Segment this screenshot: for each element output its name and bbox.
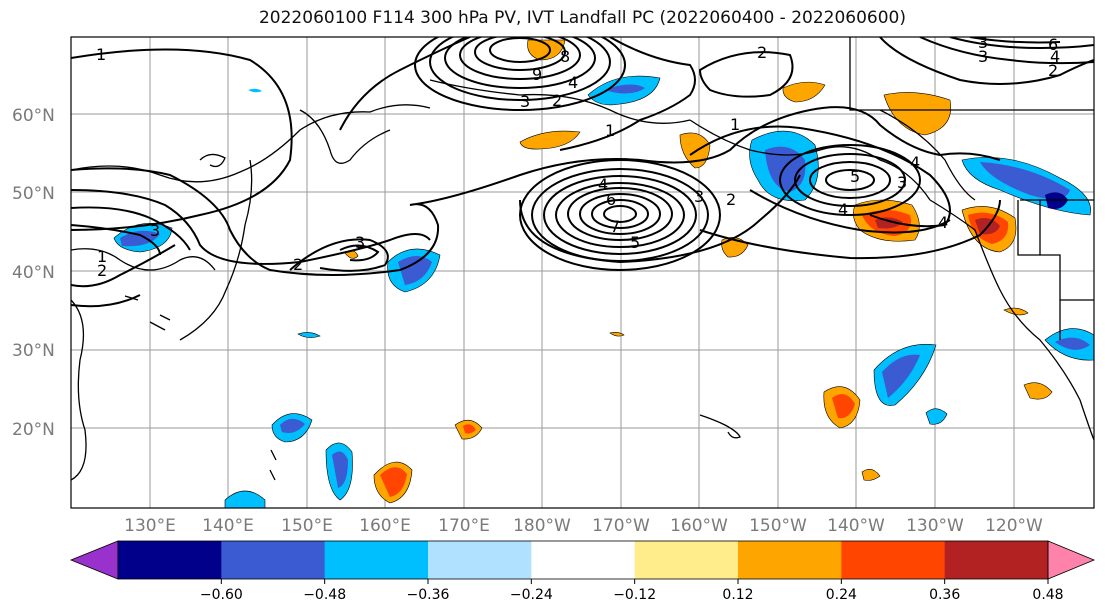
latitude-labels: 60°N 50°N 40°N 30°N 20°N xyxy=(12,106,55,440)
colorbar-extend-low xyxy=(69,540,119,580)
colorbar-tick-label: 0.36 xyxy=(929,587,960,601)
lon-label: 140°W xyxy=(827,516,885,536)
colorbar-cell xyxy=(841,541,946,579)
colorbar-tick-label: −0.60 xyxy=(200,587,243,601)
colorbar-cell xyxy=(428,541,532,579)
contour-label: 3 xyxy=(355,233,365,252)
lat-label-20n: 20°N xyxy=(12,420,55,440)
contour-label: 1 xyxy=(96,45,106,64)
contour-label: 1 xyxy=(97,247,107,266)
lon-label: 130°W xyxy=(906,516,964,536)
contour-label: 2 xyxy=(757,43,767,62)
colorbar-cell xyxy=(634,541,739,579)
lon-label: 180°W xyxy=(513,516,571,536)
colorbar-tick-label: 0.24 xyxy=(826,587,857,601)
contour-label: 5 xyxy=(850,167,860,186)
contour-label: 6 xyxy=(1048,35,1058,54)
longitude-labels: 130°E 140°E 150°E 160°E 170°E 180°W 170°… xyxy=(124,516,1043,536)
contour-label: 3 xyxy=(520,92,530,111)
contour-label: 3 xyxy=(978,33,988,52)
colorbar-cell xyxy=(118,541,222,579)
lon-label: 120°W xyxy=(985,516,1043,536)
contour-label: 1 xyxy=(730,115,740,134)
contour-label: 9 xyxy=(532,65,542,84)
contour-label: 4 xyxy=(910,153,920,172)
map-title: 2022060100 F114 300 hPa PV, IVT Landfall… xyxy=(258,8,906,28)
contour-label: 2 xyxy=(1048,61,1058,80)
contour-label: 2 xyxy=(726,190,736,209)
colorbar-tick-label: −0.24 xyxy=(510,587,553,601)
contour-label: 3 xyxy=(978,47,988,66)
lon-label: 150°E xyxy=(281,516,333,536)
colorbar-tick-label: 0.12 xyxy=(722,587,753,601)
lon-label: 170°E xyxy=(438,516,490,536)
contour-label: 4 xyxy=(598,175,608,194)
lon-label: 160°W xyxy=(670,516,728,536)
colorbar-tick-label: −0.48 xyxy=(303,587,346,601)
colorbar-cell xyxy=(944,541,1049,579)
contour-label: 1 xyxy=(605,121,615,140)
colorbar-cell xyxy=(531,541,636,579)
colorbar-cell xyxy=(324,541,429,579)
colorbar: −0.60 −0.48 −0.36 −0.24 −0.12 0.12 0.24 0.36 0.4… xyxy=(69,540,1096,601)
colorbar-cell xyxy=(738,541,842,579)
lon-label: 130°E xyxy=(124,516,176,536)
lon-label: 170°W xyxy=(592,516,650,536)
contour-label: 4 xyxy=(938,213,948,232)
lon-label: 160°E xyxy=(359,516,411,536)
lat-label-40n: 40°N xyxy=(12,263,55,283)
contour-label: 3 xyxy=(694,187,704,206)
lon-label: 150°W xyxy=(749,516,807,536)
contour-label: 3 xyxy=(897,173,907,192)
contour-label: 3 xyxy=(150,221,160,240)
contour-label: 4 xyxy=(568,73,578,92)
lon-label: 140°E xyxy=(202,516,254,536)
contour-label: 7 xyxy=(610,217,620,236)
contour-label: 8 xyxy=(560,47,570,66)
colorbar-tick-label: 0.48 xyxy=(1032,587,1063,601)
colorbar-extend-high xyxy=(1047,540,1096,580)
contour-label: 5 xyxy=(630,233,640,252)
contour-label: 2 xyxy=(293,255,303,274)
coastlines xyxy=(71,37,1094,481)
map-border xyxy=(70,36,1095,509)
contour-label: 6 xyxy=(606,190,616,209)
colorbar-tick-label: −0.36 xyxy=(407,587,450,601)
contour-label: 4 xyxy=(1050,47,1060,66)
contour-label: 2 xyxy=(97,261,107,280)
lat-label-30n: 30°N xyxy=(12,341,55,361)
colorbar-cell xyxy=(221,541,326,579)
colorbar-tick-label: −0.12 xyxy=(613,587,656,601)
pv-contours xyxy=(71,37,1094,308)
contour-labels: 1 2 3 3 2 4 6 8 9 4 3 2 1 1 4 6 7 5 3 2 … xyxy=(96,33,1060,280)
contour-label: 4 xyxy=(838,200,848,219)
colorbar-border xyxy=(117,540,1049,580)
lat-label-60n: 60°N xyxy=(12,106,55,126)
lat-label-50n: 50°N xyxy=(12,184,55,204)
contour-label: 2 xyxy=(552,91,562,110)
